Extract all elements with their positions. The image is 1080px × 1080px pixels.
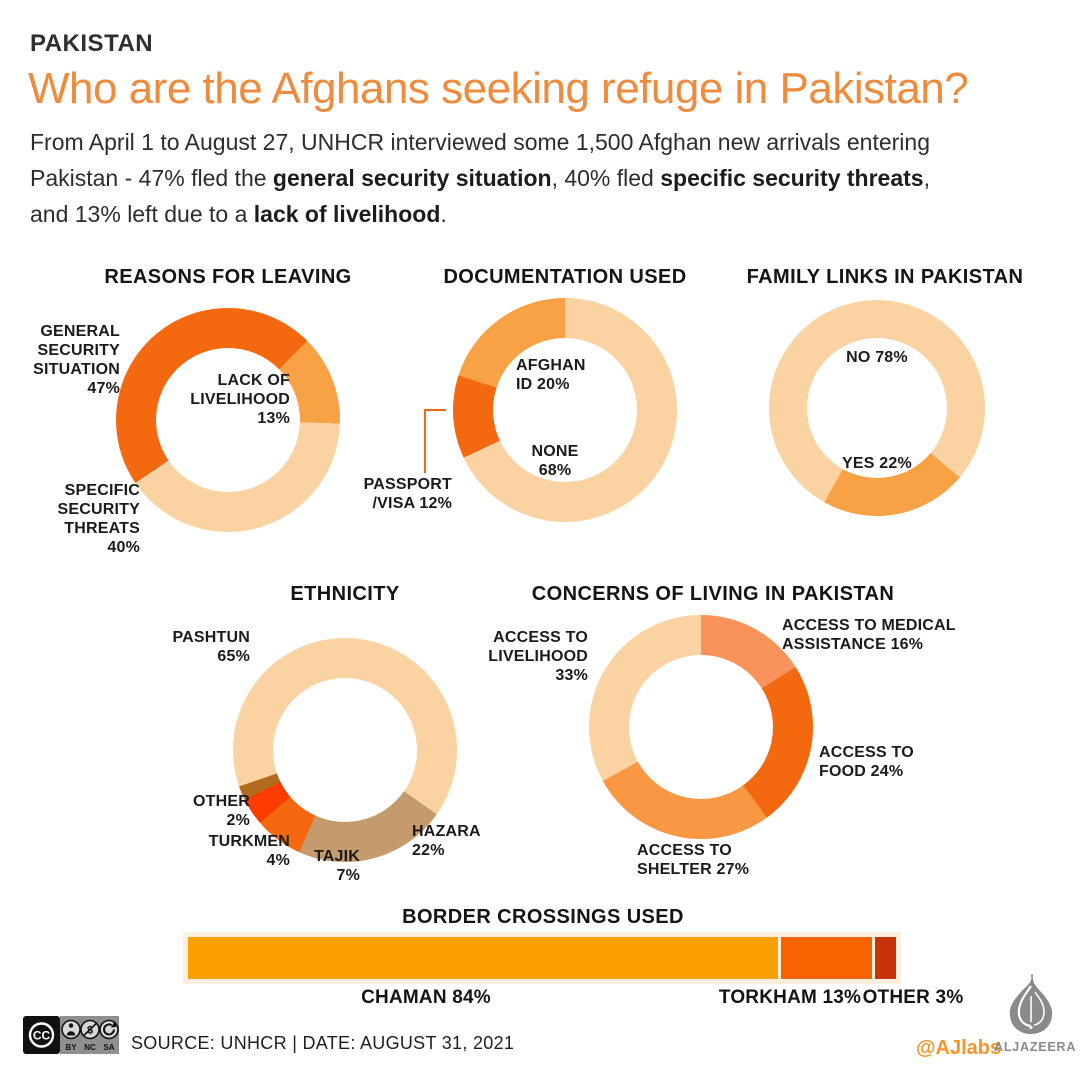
bar-segment-torkham <box>780 937 872 979</box>
bar-segment-other <box>874 937 897 979</box>
cc-nc-icon: $ NC <box>80 1019 100 1052</box>
intro-text-segment: , 40% fled <box>551 165 661 191</box>
intro-text-segment: , <box>923 165 930 191</box>
border-crossings-bar-chart <box>183 932 901 984</box>
intro-text-segment: . <box>440 201 447 227</box>
intro-text-segment: Pakistan - 47% fled the <box>30 165 273 191</box>
intro-text-segment: From April 1 to August 27, UNHCR intervi… <box>30 129 930 155</box>
passport-callout-line <box>424 409 446 473</box>
cc-logo-plate <box>23 1016 60 1054</box>
bar-label-torkham: TORKHAM 13% <box>718 987 862 1008</box>
slice-label-specific-security: SPECIFIC SECURITY THREATS 40% <box>57 482 140 556</box>
slice-label-access-shelter: ACCESS TO SHELTER 27% <box>637 842 750 878</box>
chart-title-concerns: CONCERNS OF LIVING IN PAKISTAN <box>531 583 895 605</box>
family-links-donut-chart <box>769 300 985 516</box>
aljazeera-logo-icon <box>1009 974 1053 1034</box>
slice-label-general-security: GENERAL SECURITY SITUATION 47% <box>33 323 120 397</box>
header-kicker: PAKISTAN <box>30 30 154 57</box>
cc-license-badge: CC BY $ NC SA <box>23 1016 119 1054</box>
ajlabs-credit: @AJlabs <box>916 1037 1002 1059</box>
chart-title-reasons: REASONS FOR LEAVING <box>104 266 352 288</box>
svg-text:BY: BY <box>65 1043 77 1052</box>
slice-label-lack-of-livelihood: LACK OF LIVELIHOOD 13% <box>190 372 290 427</box>
svg-text:CC: CC <box>33 1029 51 1043</box>
intro-bold-segment: specific security threats <box>660 165 924 191</box>
bar-label-other: OTHER 3% <box>862 987 964 1008</box>
aljazeera-wordmark: ALJAZEERA <box>994 1040 1077 1054</box>
slice-label-no: NO 78% <box>846 349 908 366</box>
slice-label-pashtun: PASHTUN 65% <box>172 629 250 665</box>
slice-label-passport-visa: PASSPORT /VISA 12% <box>363 476 452 512</box>
svg-text:SA: SA <box>103 1043 114 1052</box>
slice-label-turkmen: TURKMEN 4% <box>208 833 290 869</box>
source-text: SOURCE: UNHCR | DATE: AUGUST 31, 2021 <box>131 1033 515 1053</box>
concerns-donut-chart <box>589 615 813 839</box>
cc-sa-icon: SA <box>99 1019 119 1052</box>
documentation-donut-chart <box>453 298 677 522</box>
slice-label-yes: YES 22% <box>842 455 912 472</box>
slice-label-other-ethnicity: OTHER 2% <box>193 793 250 829</box>
cc-logo-icon: CC <box>28 1022 55 1048</box>
bar-segment-chaman <box>188 937 778 979</box>
slice-label-tajik: TAJIK 7% <box>313 848 360 884</box>
chart-title-ethnicity: ETHNICITY <box>290 583 400 605</box>
slice-label-access-food: ACCESS TO FOOD 24% <box>819 744 914 780</box>
slice-label-none: NONE 68% <box>531 443 579 479</box>
intro-text-segment: and 13% left due to a <box>30 201 254 227</box>
chart-title-border-crossings: BORDER CROSSINGS USED <box>402 906 684 928</box>
svg-text:NC: NC <box>84 1043 96 1052</box>
slice-label-hazara: HAZARA 22% <box>412 823 481 859</box>
slice-label-afghan-id: AFGHAN ID 20% <box>516 357 586 393</box>
slice-label-access-livelihood: ACCESS TO LIVELIHOOD 33% <box>488 629 588 684</box>
bar-label-chaman: CHAMAN 84% <box>361 987 491 1008</box>
slice-label-access-medical: ACCESS TO MEDICAL ASSISTANCE 16% <box>782 617 956 653</box>
intro-paragraph: From April 1 to August 27, UNHCR intervi… <box>30 124 1050 232</box>
page-title: Who are the Afghans seeking refuge in Pa… <box>28 64 969 113</box>
intro-bold-segment: general security situation <box>272 165 552 191</box>
ethnicity-donut-chart <box>233 638 457 862</box>
cc-by-icon: BY <box>61 1019 81 1052</box>
chart-title-family-links: FAMILY LINKS IN PAKISTAN <box>746 266 1024 288</box>
intro-bold-segment: lack of livelihood <box>253 201 441 227</box>
reasons-donut-chart <box>116 308 340 532</box>
chart-title-documentation: DOCUMENTATION USED <box>443 266 687 288</box>
